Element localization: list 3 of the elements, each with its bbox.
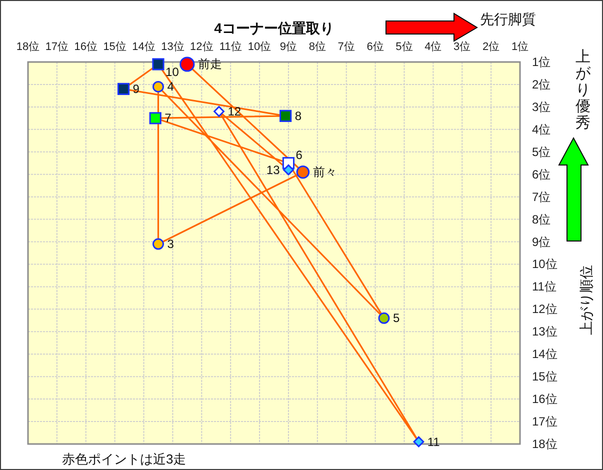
annotation: 上がり優秀	[576, 48, 590, 132]
annotation: 先行脚質	[480, 11, 536, 27]
annotation: 赤色ポイントは近3走	[62, 452, 186, 466]
